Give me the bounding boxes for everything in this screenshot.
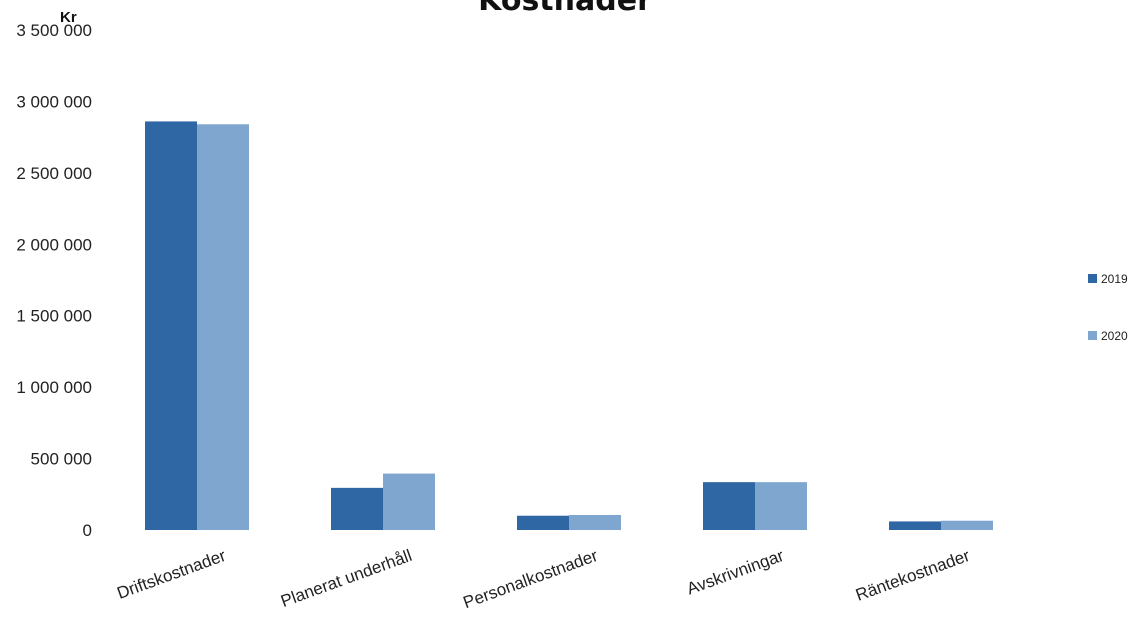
legend-swatch-2020 (1088, 331, 1097, 340)
bar-2020-2 (569, 515, 621, 530)
bar-2020-3 (755, 482, 807, 530)
y-axis-unit: Kr (60, 9, 77, 26)
bar-2020-1 (383, 473, 435, 530)
bar-2020-4 (941, 520, 993, 530)
legend-label-2020: 2020 (1101, 329, 1128, 343)
x-tick-label: Avskrivningar (684, 546, 786, 599)
x-tick-label: Räntekostnader (853, 546, 973, 605)
x-tick-label: Driftskostnader (114, 546, 228, 603)
bar-2019-0 (145, 121, 197, 530)
y-tick-label: 2 500 000 (16, 164, 92, 183)
bar-2019-4 (889, 521, 941, 530)
y-axis: 0 500 000 1 000 000 1 500 000 2 000 000 2 500… (16, 21, 92, 540)
bar-2019-2 (517, 515, 569, 530)
x-tick-label: Planerat underhåll (278, 546, 414, 611)
y-tick-label: 1 500 000 (16, 307, 92, 326)
x-axis: Driftskostnader Planerat underhåll Persona… (114, 546, 972, 612)
x-tick-label: Personalkostnader (461, 546, 601, 612)
y-tick-label: 3 000 000 (16, 92, 92, 111)
legend: 2019 2020 (1088, 272, 1128, 343)
legend-label-2019: 2019 (1101, 272, 1128, 286)
bar-2019-3 (703, 482, 755, 530)
y-tick-label: 500 000 (31, 450, 92, 469)
y-tick-label: 1 000 000 (16, 378, 92, 397)
bars (145, 121, 993, 531)
y-tick-label: 2 000 000 (16, 235, 92, 254)
chart-title: Kostnader (478, 0, 652, 18)
legend-swatch-2019 (1088, 274, 1097, 283)
y-tick-label: 3 500 000 (16, 21, 92, 40)
y-tick-label: 0 (83, 521, 92, 540)
bar-2019-1 (331, 487, 383, 530)
bar-2020-0 (197, 124, 249, 531)
